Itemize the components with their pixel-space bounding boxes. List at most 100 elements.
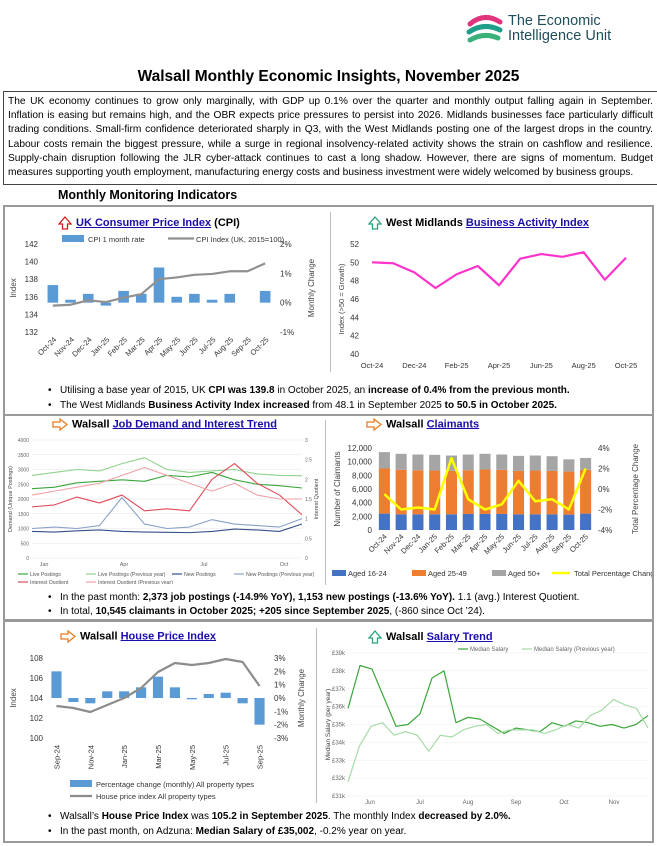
cpi-bar — [189, 293, 200, 303]
legend-swatch — [412, 570, 426, 576]
bullet-jobs: In the past month: 2,373 job postings (-… — [48, 592, 579, 603]
cpi-bar — [47, 285, 59, 303]
salary-chart: £31k £32k £33k £34k £35k £36k £37k £38k £39k Medi… — [325, 647, 649, 806]
x-tick-label: Jul — [200, 562, 207, 568]
legend-label: Live Postings — [30, 572, 61, 578]
logo-mark-icon — [466, 15, 503, 43]
y-tick-label: 8,000 — [352, 471, 373, 480]
x-tick-label: Sep — [511, 800, 522, 806]
hpi-bar — [203, 694, 214, 698]
intro-paragraph: The UK economy continues to grow only ma… — [3, 91, 657, 185]
cpi-bar — [259, 290, 271, 303]
claimant-bar-segment — [378, 468, 390, 514]
claimant-bar-segment — [378, 452, 390, 469]
arrow-right-orange-icon — [366, 418, 382, 431]
y-axis-label: Demand (Unique Postings) — [8, 466, 14, 532]
jobs-series-line — [31, 466, 302, 500]
y-tick-label: 132 — [25, 328, 39, 337]
salary-series-line — [347, 664, 649, 735]
hpi-bar — [220, 692, 231, 698]
y2-tick-label: 1.5 — [305, 497, 312, 503]
bullet-bold: Median Salary of £35,002 — [195, 826, 315, 837]
bai-title: West Midlands Business Activity Index — [368, 216, 589, 230]
cpi-bar — [82, 293, 94, 303]
section-heading: Monthly Monitoring Indicators — [58, 188, 238, 202]
claimant-bar-segment — [496, 469, 508, 514]
jobs-series-line — [31, 496, 303, 530]
y-tick-label: 3000 — [18, 468, 29, 474]
claimant-bar-segment — [479, 513, 491, 530]
y2-tick-label: -4% — [598, 526, 612, 535]
y2-tick-label: -2% — [598, 506, 612, 515]
claimants-title: Walsall Claimants — [366, 418, 479, 431]
x-tick-label: Jun — [365, 800, 375, 806]
claimant-bar-segment — [529, 455, 541, 471]
cpi-title: UK Consumer Price Index (CPI) — [58, 216, 240, 230]
claimant-bar-segment — [395, 453, 407, 470]
bullet-text: , (-860 since Oct ’24). — [389, 606, 485, 617]
x-tick-label: Nov-24 — [86, 745, 95, 769]
y2-tick-label: 1 — [305, 517, 308, 523]
hpi-bar — [237, 698, 248, 704]
hpi-chart: 100 102 104 106 108 -3% -2% -1% 0% 1% 2% 3% Index Mon… — [9, 654, 306, 801]
arrow-up-red-icon — [58, 216, 72, 230]
hpi-bar — [51, 671, 62, 698]
y-tick-label: 46 — [350, 295, 359, 304]
y-tick-label: 138 — [25, 275, 39, 284]
legend-label: New Postings — [184, 572, 216, 578]
panel-divider — [325, 420, 326, 585]
claimant-bar-segment — [546, 456, 558, 471]
x-tick-label: Jan — [40, 562, 49, 568]
x-tick-label: Apr — [120, 562, 129, 568]
claimant-bar-segment — [462, 513, 474, 530]
bullet-hpi: Walsall’s House Price Index was 105.2 in… — [48, 811, 511, 822]
x-tick-label: Oct — [280, 562, 289, 568]
bullet-bold: Business Activity Index increased — [148, 400, 310, 411]
bai-link[interactable]: Business Activity Index — [465, 216, 589, 229]
legend-label: Median Salary (Previous year) — [534, 647, 615, 653]
panel-hpi-salary — [3, 620, 654, 843]
x-tick-label: May-25 — [158, 335, 182, 359]
bai-title-prefix: West Midlands — [386, 216, 466, 229]
legend-label: Aged 16-24 — [348, 569, 387, 578]
y-tick-label: £36k — [332, 705, 346, 711]
hpi-bar — [186, 698, 197, 700]
jobs-chart: 0 500 1000 1500 2000 2500 3000 3500 4000 0 0.5 1 1.5… — [8, 438, 320, 584]
cpi-link[interactable]: UK Consumer Price Index — [76, 216, 212, 229]
y-tick-label: 10,000 — [348, 458, 373, 467]
y-tick-label: £34k — [332, 740, 346, 746]
jobs-title: Walsall Job Demand and Interest Trend — [52, 418, 277, 431]
arrow-up-green-icon — [368, 630, 382, 644]
legend-swatch — [70, 780, 92, 787]
y-tick-label: 40 — [350, 350, 359, 359]
claimant-bar-segment — [546, 470, 558, 515]
y2-tick-label: -1% — [280, 328, 294, 337]
legend-label: Aged 50+ — [508, 569, 541, 578]
y-tick-label: £39k — [332, 651, 346, 657]
arrow-right-orange-icon — [52, 418, 68, 431]
x-tick-label: Mar-25 — [154, 745, 163, 769]
y-axis-label: Number of Claimants — [333, 451, 342, 526]
y-tick-label: 6,000 — [352, 485, 373, 494]
claimant-bar-segment — [563, 514, 575, 530]
jobs-link[interactable]: Job Demand and Interest Trend — [112, 418, 277, 431]
hpi-bar — [169, 687, 180, 698]
claimant-bar-segment — [445, 514, 457, 530]
x-tick-label: Dec-24 — [70, 335, 93, 358]
logo-text: The Economic Intelligence Unit — [508, 14, 611, 44]
hpi-link[interactable]: House Price Index — [120, 630, 216, 643]
y-tick-label: £37k — [332, 687, 346, 693]
legend-label: New Postings (Previous year) — [246, 572, 315, 578]
claimant-bar-segment — [412, 470, 424, 515]
salary-link[interactable]: Salary Trend — [426, 630, 493, 643]
claimants-link[interactable]: Claimants — [426, 418, 480, 431]
claimant-bar-segment — [580, 513, 592, 530]
jobs-series-line — [31, 457, 303, 477]
x-tick-label: Apr-25 — [488, 361, 511, 370]
y-axis-label: Index — [9, 278, 18, 298]
y-tick-label: 4000 — [18, 438, 29, 444]
bullet-bold: 10,545 claimants in October 2025; +205 s… — [95, 606, 390, 617]
claimant-bar-segment — [378, 513, 390, 530]
y-tick-label: £33k — [332, 758, 346, 764]
x-tick-label: Oct-25 — [615, 361, 638, 370]
